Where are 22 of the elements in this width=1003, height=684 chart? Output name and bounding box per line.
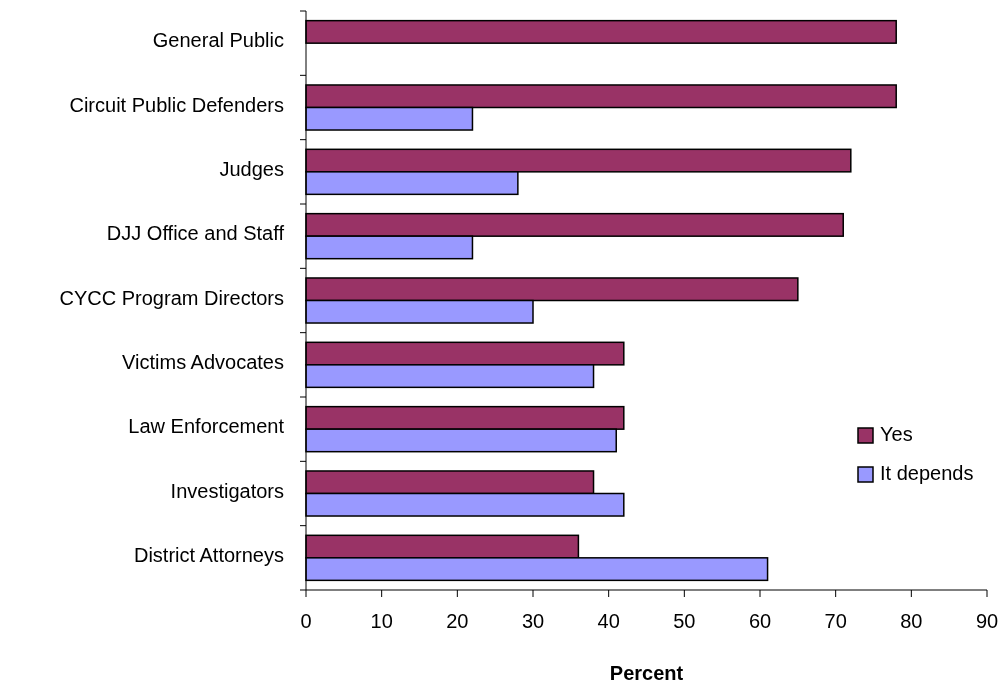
x-axis-title: Percent [609,662,684,684]
legend-label: It depends [880,462,974,485]
x-tick-label: 40 [597,610,620,632]
x-tick-label: 60 [748,610,772,632]
y-tick-label: CYCC Program Directors [59,286,284,309]
y-tick-label: Circuit Public Defenders [69,93,284,116]
y-tick-label: DJJ Office and Staff [106,222,285,245]
x-tick-label: 80 [900,610,923,632]
x-tick-label: 20 [446,610,469,632]
x-tick-label: 30 [521,610,545,632]
legend-label: Yes [880,423,913,446]
x-tick-label: 70 [824,610,847,632]
y-tick-label: District Attorneys [133,544,284,567]
y-tick-label: Judges [219,158,284,181]
y-tick-label: General Public [152,29,284,52]
x-tick-label: 10 [370,610,393,632]
y-tick-label: Investigators [170,479,284,502]
y-tick-label: Law Enforcement [128,415,285,438]
y-tick-label: Victims Advocates [122,351,284,374]
x-tick-label: 50 [673,610,696,632]
x-tick-label: 90 [975,610,999,632]
x-tick-label: 0 [300,610,312,632]
